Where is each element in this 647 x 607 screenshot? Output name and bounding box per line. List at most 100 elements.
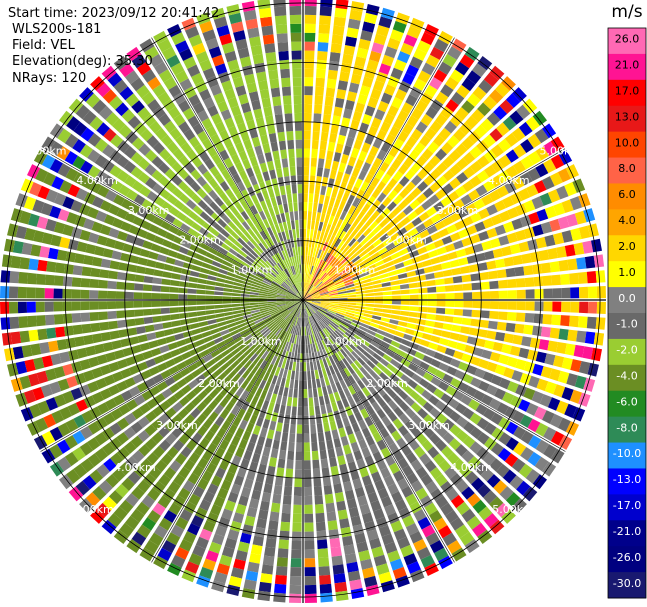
range-gate xyxy=(447,398,460,410)
range-gate xyxy=(507,381,519,393)
range-gate xyxy=(356,379,366,390)
range-gate xyxy=(336,89,347,100)
range-gate xyxy=(421,439,434,452)
range-gate xyxy=(544,205,557,219)
range-gate xyxy=(478,230,490,242)
range-gate xyxy=(451,38,467,53)
range-gate xyxy=(335,143,344,154)
range-gate xyxy=(390,280,400,286)
range-gate xyxy=(306,283,311,292)
range-gate xyxy=(550,154,565,169)
range-gate xyxy=(542,410,555,424)
range-gate xyxy=(420,473,433,487)
range-gate xyxy=(331,258,339,267)
range-gate xyxy=(384,153,395,165)
range-gate xyxy=(333,331,341,340)
range-gate xyxy=(434,547,449,562)
range-gate xyxy=(495,331,506,342)
range-gate xyxy=(347,300,357,303)
range-gate xyxy=(345,36,357,47)
range-gate xyxy=(525,289,535,299)
range-gate xyxy=(391,285,401,291)
range-gate xyxy=(502,116,517,131)
range-gate xyxy=(538,249,550,261)
range-gate xyxy=(409,250,420,258)
range-gate xyxy=(378,63,391,75)
range-gate xyxy=(416,274,427,282)
range-gate xyxy=(445,76,459,90)
range-gate xyxy=(341,320,351,327)
range-gate xyxy=(466,224,478,236)
range-gate xyxy=(410,162,422,174)
range-gate xyxy=(322,232,329,242)
range-gate xyxy=(366,184,376,195)
range-gate xyxy=(332,274,341,281)
range-gate xyxy=(525,301,535,311)
range-gate xyxy=(316,167,324,177)
range-gate xyxy=(404,368,415,378)
range-gate xyxy=(520,139,534,153)
range-gate xyxy=(481,301,491,309)
range-gate xyxy=(320,272,327,280)
range-gate xyxy=(474,368,486,379)
range-gate xyxy=(440,481,454,494)
range-gate xyxy=(417,181,429,192)
range-gate xyxy=(482,371,494,383)
range-gate xyxy=(379,233,390,242)
range-gate xyxy=(303,255,306,265)
range-gate xyxy=(446,366,458,376)
range-gate xyxy=(461,317,472,326)
range-gate xyxy=(372,255,383,264)
range-gate xyxy=(333,276,342,282)
range-gate xyxy=(337,309,346,314)
range-gate xyxy=(503,367,515,379)
colorbar-tick-label: 1.0 xyxy=(618,266,636,279)
range-gate xyxy=(516,301,526,311)
range-gate xyxy=(406,270,417,278)
range-gate xyxy=(320,302,330,306)
range-gate xyxy=(330,345,337,354)
range-gate xyxy=(498,377,511,390)
range-gate xyxy=(430,488,444,501)
range-gate xyxy=(392,170,404,182)
range-gate xyxy=(405,64,419,77)
range-gate xyxy=(388,146,400,158)
range-gate xyxy=(309,229,314,239)
range-gate xyxy=(406,472,419,485)
range-gate xyxy=(516,104,531,120)
range-gate xyxy=(534,128,549,144)
range-gate xyxy=(371,199,381,210)
range-gate xyxy=(347,128,357,139)
range-gate xyxy=(409,306,419,312)
range-gate xyxy=(498,301,508,310)
range-gate xyxy=(470,318,481,327)
range-gate xyxy=(342,346,351,356)
range-gate xyxy=(342,233,350,243)
colorbar-tick-label: 4.0 xyxy=(618,214,636,227)
range-gate xyxy=(309,287,317,294)
range-gate xyxy=(573,242,585,256)
range-gate xyxy=(354,102,366,114)
colorbar-tick-label: 17.0 xyxy=(615,84,640,97)
range-gate xyxy=(391,384,402,394)
range-gate xyxy=(461,486,475,500)
range-gate xyxy=(364,416,374,427)
range-gate xyxy=(484,250,495,260)
range-gate xyxy=(549,413,563,428)
range-gate xyxy=(319,290,329,295)
range-gate xyxy=(347,294,357,298)
range-gate xyxy=(365,332,375,340)
range-gate xyxy=(441,355,453,365)
range-gate xyxy=(459,122,473,136)
range-gate xyxy=(410,459,423,472)
range-gate xyxy=(304,282,306,292)
range-gate xyxy=(483,179,496,192)
range-gate xyxy=(314,239,319,249)
range-gate xyxy=(345,136,355,148)
range-gate xyxy=(376,180,387,192)
range-gate xyxy=(442,432,455,444)
range-gate xyxy=(336,171,344,182)
range-gate xyxy=(593,332,605,346)
range-gate xyxy=(362,76,374,88)
range-gate xyxy=(304,59,315,69)
